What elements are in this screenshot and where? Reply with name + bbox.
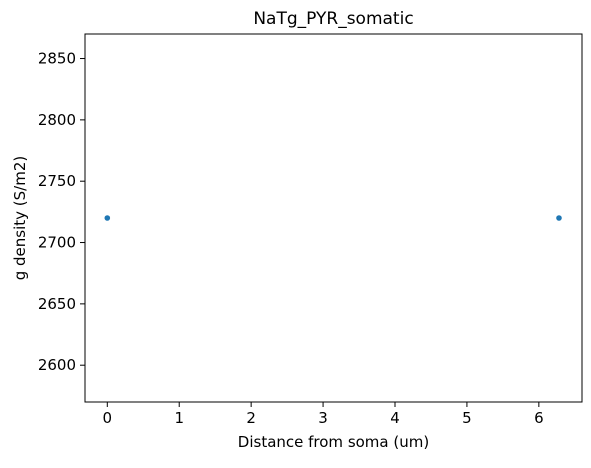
y-axis: 2600 2650 2700 2750 2800 2850 xyxy=(38,50,85,374)
y-tick-label: 2700 xyxy=(38,234,76,252)
x-tick-label: 3 xyxy=(318,409,328,427)
x-tick-label: 5 xyxy=(462,409,472,427)
x-tick-label: 2 xyxy=(246,409,256,427)
y-tick-label: 2750 xyxy=(38,172,76,190)
chart-title: NaTg_PYR_somatic xyxy=(253,9,413,29)
data-point xyxy=(556,215,562,221)
y-tick-label: 2800 xyxy=(38,111,76,129)
y-tick-label: 2850 xyxy=(38,50,76,68)
x-tick-label: 6 xyxy=(534,409,544,427)
x-axis: 0 1 2 3 4 5 6 xyxy=(103,402,544,427)
y-tick-label: 2650 xyxy=(38,295,76,313)
y-axis-label: g density (S/m2) xyxy=(11,156,29,281)
y-tick-label: 2600 xyxy=(38,356,76,374)
data-points xyxy=(104,215,562,221)
data-point xyxy=(104,215,111,221)
x-tick-label: 0 xyxy=(103,409,113,427)
x-tick-label: 1 xyxy=(174,409,184,427)
x-tick-label: 4 xyxy=(390,409,400,427)
x-axis-label: Distance from soma (um) xyxy=(238,433,429,451)
plot-area xyxy=(84,33,583,403)
